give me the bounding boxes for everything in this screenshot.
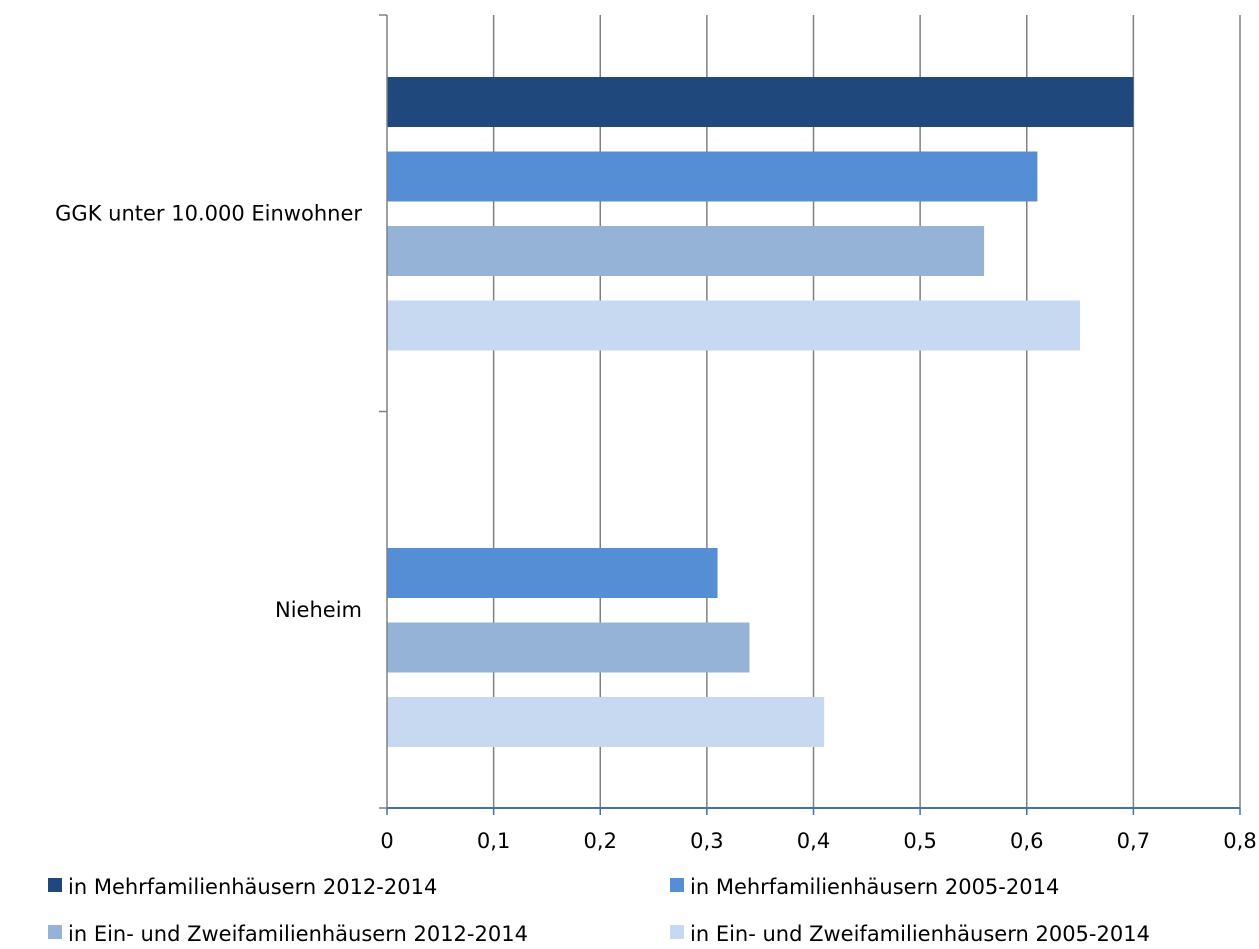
x-tick-label: 0,8	[1223, 829, 1256, 853]
bar	[387, 548, 718, 598]
x-tick-label: 0,3	[690, 829, 723, 853]
gridlines	[492, 15, 1241, 808]
bar	[387, 300, 1081, 351]
x-tick-label: 0,7	[1117, 829, 1150, 853]
bar	[387, 697, 825, 747]
legend-swatch	[48, 925, 62, 939]
legend-swatch	[670, 878, 684, 892]
x-tick-label: 0,2	[584, 829, 617, 853]
legend-swatch	[670, 925, 684, 939]
x-tick-label: 0,1	[477, 829, 510, 853]
bar	[387, 151, 1038, 202]
legend-label: in Mehrfamilienhäusern 2012-2014	[68, 875, 437, 899]
category-label: GGK unter 10.000 Einwohner	[55, 201, 362, 225]
bar	[387, 622, 750, 673]
bars	[387, 77, 1134, 747]
x-tick-labels: 0 0,1 0,2 0,3 0,4 0,5 0,6 0,7 0,8	[380, 829, 1256, 853]
category-label: Nieheim	[275, 598, 362, 622]
legend-label: in Ein- und Zweifamilienhäusern 2005-201…	[690, 922, 1150, 946]
axes	[379, 14, 1241, 815]
x-tick-label: 0,4	[797, 829, 830, 853]
x-tick-label: 0	[380, 829, 393, 853]
bar	[387, 226, 985, 276]
legend-label: in Ein- und Zweifamilienhäusern 2012-201…	[68, 922, 528, 946]
legend-label: in Mehrfamilienhäusern 2005-2014	[690, 875, 1059, 899]
bar	[387, 77, 1134, 127]
x-tick-label: 0,6	[1010, 829, 1043, 853]
legend: in Mehrfamilienhäusern 2012-2014 in Mehrf…	[48, 875, 1150, 946]
legend-swatch	[48, 878, 62, 892]
category-labels: GGK unter 10.000 Einwohner Nieheim	[55, 201, 362, 622]
x-tick-label: 0,5	[903, 829, 936, 853]
